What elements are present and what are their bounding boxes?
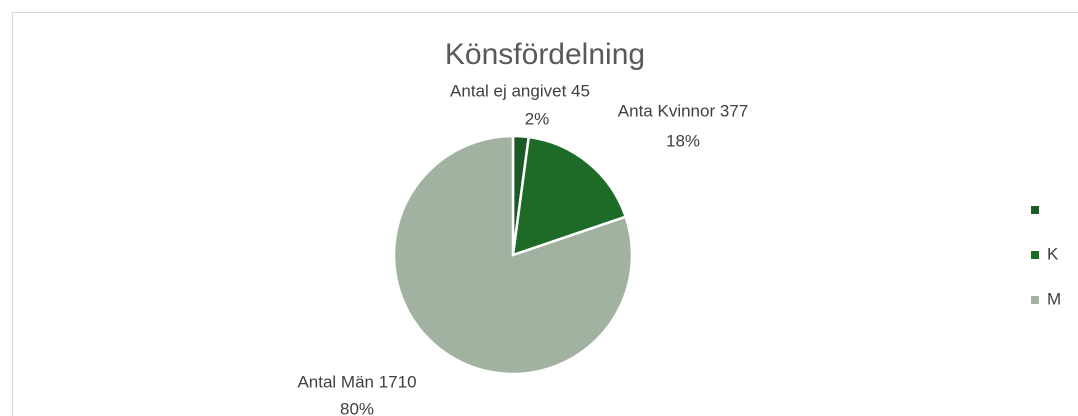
data-label: Antal ej angivet 45 [450,81,590,100]
percent-label: 2% [525,109,550,128]
percent-label: 80% [340,399,374,416]
pie-slice [392,134,634,376]
data-label: Anta Kvinnor 377 [618,101,748,120]
legend-swatch [1031,206,1039,214]
legend-label: M [1047,289,1061,308]
legend-swatch [1031,251,1039,259]
legend-swatch [1031,296,1039,304]
percent-label: 18% [666,131,700,150]
chart-title: Könsfördelning [445,38,645,71]
data-label: Antal Män 1710 [297,372,416,391]
legend-label: K [1047,244,1059,263]
